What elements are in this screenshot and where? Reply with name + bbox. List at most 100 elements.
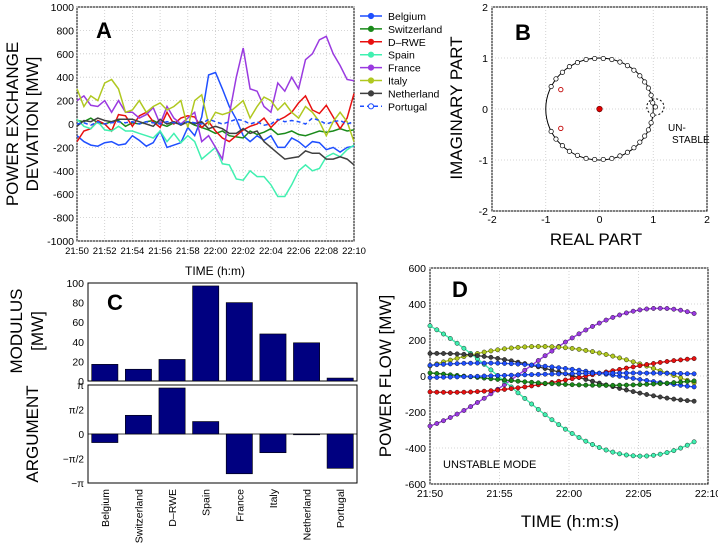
panel-d-marker-7 (488, 373, 494, 379)
panel-b-label: B (515, 20, 531, 45)
panel-d-xtick: 22:05 (625, 488, 651, 500)
panel-d-xlabel: TIME (h:m:s) (521, 512, 619, 531)
panel-d-marker-5 (454, 361, 460, 366)
panel-d-marker-4 (461, 389, 467, 395)
panel-d-marker-4 (502, 386, 507, 392)
panel-d-marker-1 (535, 406, 541, 412)
panel-a-line-4 (76, 35, 355, 162)
panel-d-marker-4 (495, 387, 501, 393)
panel-d-marker-3 (684, 398, 690, 403)
panel-d-marker-7 (637, 370, 643, 376)
origin-point (596, 105, 603, 113)
panel-d-marker-3 (427, 351, 433, 356)
panel-c-argument-ytick: 0 (78, 430, 84, 441)
eigenvalue-point (583, 155, 589, 162)
panel-d-marker-7 (596, 370, 602, 376)
highlighted-eigenvalue (558, 125, 564, 132)
panel-b-xtick: -1 (541, 214, 550, 226)
panel-d-marker-0 (624, 310, 629, 316)
panel-d-marker-2 (488, 348, 494, 354)
panel-d-marker-7 (644, 370, 650, 376)
panel-d-marker-5 (488, 360, 494, 366)
panel-d-marker-3 (481, 353, 487, 359)
panel-a-xtick: 22:10 (342, 246, 366, 257)
panel-d-marker-6 (535, 380, 541, 386)
panel-a-ylabel-line1: POWER EXCHANGE (3, 42, 22, 206)
panel-d-marker-7 (495, 373, 501, 378)
panel-d-marker-2 (535, 344, 541, 349)
panel-d-marker-2 (529, 344, 534, 349)
panel-d-marker-6 (684, 379, 690, 384)
panel-d-marker-4 (644, 362, 650, 367)
panel-a-line-2 (76, 93, 355, 143)
panel-c-argument-ylabel: ARGUMENT (23, 385, 42, 482)
panel-d-marker-5 (624, 374, 629, 380)
panel-d-grid (429, 267, 709, 485)
panel-d-marker-7 (603, 370, 609, 376)
panel-d-marker-2 (596, 350, 602, 356)
panel-d-marker-6 (563, 381, 568, 387)
panel-d-marker-4 (630, 364, 636, 370)
panel-d-marker-0 (441, 418, 446, 424)
panel-d-marker-2 (651, 365, 656, 371)
eigenvalue-point (617, 153, 623, 159)
panel-a-xtick: 21:56 (148, 246, 172, 257)
panel-c-category-label: Portugal (335, 489, 347, 528)
panel-d-marker-6 (624, 382, 629, 388)
panel-d-marker-5 (481, 360, 487, 366)
panel-d-marker-0 (481, 395, 487, 401)
eigenvalue-point (642, 133, 648, 139)
panel-d-marker-4 (434, 389, 440, 395)
panel-d-marker-1 (657, 451, 663, 457)
panel-d-marker-4 (474, 389, 480, 394)
panel-a-ticks: 21:50 21:52 21:54 21:56 21:58 22:00 22:02 22:04… (47, 2, 366, 257)
panel-d-marker-1 (664, 450, 670, 455)
panel-c-modulus-area (87, 282, 358, 382)
panel-c-argument-ytick: π/2 (69, 406, 85, 417)
eigenvalue-point (548, 84, 554, 90)
panel-d-marker-0 (468, 404, 473, 409)
panel-d-marker-5 (563, 366, 568, 371)
panel-d-marker-5 (427, 362, 433, 368)
panel-d-marker-7 (427, 375, 433, 380)
panel-d-marker-3 (671, 396, 677, 402)
panel-d-marker-7 (522, 372, 528, 378)
panel-d-line-1 (429, 325, 695, 457)
panel-d-marker-1 (603, 447, 609, 453)
legend-marker-3 (367, 51, 375, 58)
panel-d-marker-5 (529, 362, 534, 368)
panel-d-line-0 (429, 307, 695, 427)
panel-d-marker-1 (644, 453, 650, 459)
eigenvalue-point (559, 69, 565, 75)
panel-d-marker-3 (624, 387, 629, 393)
eigenvalue-point (609, 56, 615, 63)
modulus-bar-4 (225, 302, 253, 382)
panel-d-marker-2 (569, 345, 575, 351)
panel-b-ytick: 2 (482, 2, 488, 14)
panel-d-marker-2 (495, 347, 501, 353)
panel-c-argument-ytick: π (77, 381, 84, 392)
panel-c-modulus-ytick: 60 (72, 317, 84, 329)
panel-d-marker-4 (488, 388, 494, 394)
panel-c-modulus-ytick: 20 (72, 356, 84, 368)
panel-d-marker-7 (549, 371, 555, 377)
panel-c-category-label: Netherland (302, 489, 314, 541)
panel-d-marker-2 (590, 349, 595, 354)
panel-a-line-6 (76, 117, 355, 166)
panel-b-annotation-line2: STABLE (672, 135, 710, 146)
eigenvalue-point (566, 64, 572, 70)
legend-marker-1 (367, 25, 375, 32)
argument-bar-5 (259, 433, 287, 454)
panel-d-marker-3 (664, 395, 670, 401)
modulus-bar-7 (326, 377, 354, 382)
panel-d-marker-6 (515, 378, 521, 384)
eigenvalue-point (566, 148, 572, 154)
panel-c-category-label: Switzerland (133, 489, 145, 543)
panel-d-marker-4 (468, 389, 473, 395)
modulus-bar-1 (125, 368, 152, 382)
panel-d-marker-0 (454, 411, 460, 417)
panel-d-marker-6 (583, 382, 589, 388)
panel-d-marker-4 (508, 386, 514, 391)
panel-d-marker-7 (678, 371, 683, 376)
